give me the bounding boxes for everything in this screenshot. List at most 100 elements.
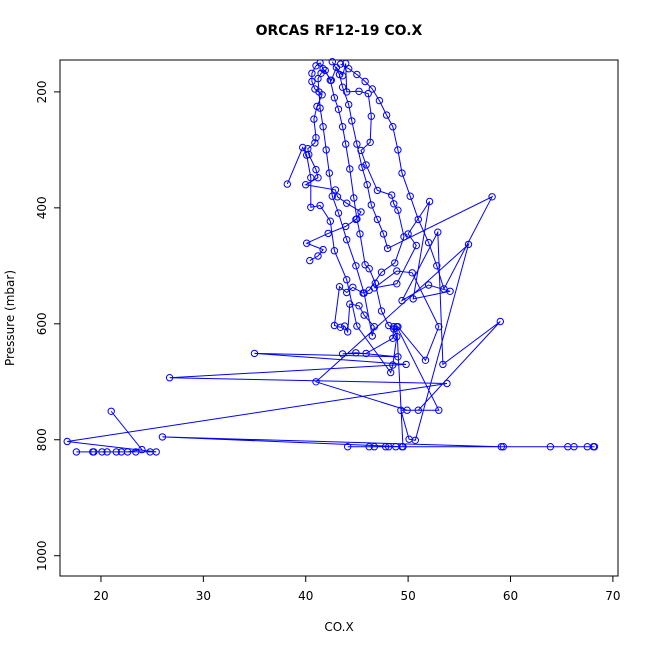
series-1 xyxy=(63,197,599,456)
data-point xyxy=(414,215,422,224)
y-axis: 200 400 600 800 1000 xyxy=(35,80,61,571)
data-point xyxy=(360,311,368,319)
data-point xyxy=(319,245,327,254)
data-point xyxy=(446,287,454,295)
data-point xyxy=(328,192,336,200)
data-point xyxy=(385,321,393,330)
data-point xyxy=(330,94,339,102)
x-tick-label: 70 xyxy=(605,589,620,603)
data-point xyxy=(307,203,315,212)
data-point xyxy=(340,322,349,330)
data-point xyxy=(394,353,402,361)
data-point xyxy=(362,161,370,169)
y-tick-label: 800 xyxy=(35,428,49,451)
data-point xyxy=(152,448,160,456)
data-point xyxy=(389,123,397,131)
data-point xyxy=(343,288,351,297)
data-point xyxy=(346,300,354,308)
chart-title: ORCAS RF12-19 CO.X xyxy=(256,23,423,39)
data-point xyxy=(314,252,322,260)
data-point xyxy=(338,350,347,358)
data-point xyxy=(308,69,316,78)
data-point xyxy=(324,229,332,238)
data-point xyxy=(335,283,344,291)
data-point xyxy=(414,406,422,414)
data-point xyxy=(387,368,395,377)
data-point xyxy=(338,83,347,91)
data-point xyxy=(358,163,366,172)
data-point xyxy=(353,70,361,79)
data-point xyxy=(393,280,401,288)
data-point xyxy=(338,123,347,131)
data-point xyxy=(366,138,374,147)
data-point xyxy=(98,448,106,456)
data-point xyxy=(322,146,330,154)
data-point xyxy=(383,244,392,253)
data-point xyxy=(381,443,390,451)
data-point xyxy=(72,448,81,456)
data-point xyxy=(388,191,396,199)
data-point xyxy=(440,285,448,293)
data-point xyxy=(439,360,447,369)
data-point xyxy=(365,443,373,451)
series-3 xyxy=(328,58,496,293)
data-point xyxy=(336,60,345,68)
data-point xyxy=(132,448,140,456)
data-point xyxy=(443,379,451,388)
data-point xyxy=(328,58,336,66)
data-point xyxy=(375,96,384,105)
data-point xyxy=(345,65,353,73)
data-point xyxy=(496,317,504,326)
data-point xyxy=(425,197,434,206)
data-point xyxy=(382,111,391,119)
data-point xyxy=(117,448,126,456)
data-point xyxy=(355,302,363,310)
data-point xyxy=(402,360,410,369)
data-point xyxy=(299,143,307,152)
data-point xyxy=(316,104,324,112)
data-point xyxy=(398,296,406,305)
y-tick-label: 600 xyxy=(35,312,49,335)
data-marks xyxy=(63,58,599,456)
data-point xyxy=(344,328,352,336)
data-point xyxy=(353,322,361,330)
data-point xyxy=(112,448,121,456)
data-point xyxy=(377,307,386,315)
data-point xyxy=(319,65,327,73)
data-point xyxy=(343,199,351,207)
data-point xyxy=(107,407,115,415)
plot-frame xyxy=(59,59,619,577)
data-point xyxy=(546,443,555,451)
data-point xyxy=(392,443,400,451)
data-point xyxy=(350,194,358,202)
data-point xyxy=(352,349,360,357)
data-point xyxy=(63,437,71,446)
data-point xyxy=(377,268,386,276)
data-point xyxy=(393,332,401,341)
x-tick-label: 40 xyxy=(298,589,313,603)
data-point xyxy=(368,332,376,340)
data-point xyxy=(424,281,433,289)
data-point xyxy=(321,66,329,75)
data-point xyxy=(311,139,319,147)
data-point xyxy=(326,217,334,225)
data-point xyxy=(368,85,376,93)
y-axis-label: Pressure (mbar) xyxy=(3,270,17,366)
series-line xyxy=(67,201,595,453)
data-point xyxy=(367,201,375,209)
data-point xyxy=(390,325,398,333)
data-point xyxy=(408,269,416,277)
data-point xyxy=(433,262,441,270)
data-point xyxy=(316,201,324,210)
data-point xyxy=(158,433,167,441)
data-point xyxy=(138,445,146,454)
data-point xyxy=(303,151,311,159)
data-point xyxy=(353,140,361,148)
data-point xyxy=(316,59,324,67)
data-point xyxy=(343,236,351,244)
data-point xyxy=(346,165,354,173)
x-tick-label: 30 xyxy=(196,589,211,603)
x-tick-label: 50 xyxy=(400,589,415,603)
data-point xyxy=(353,215,361,223)
